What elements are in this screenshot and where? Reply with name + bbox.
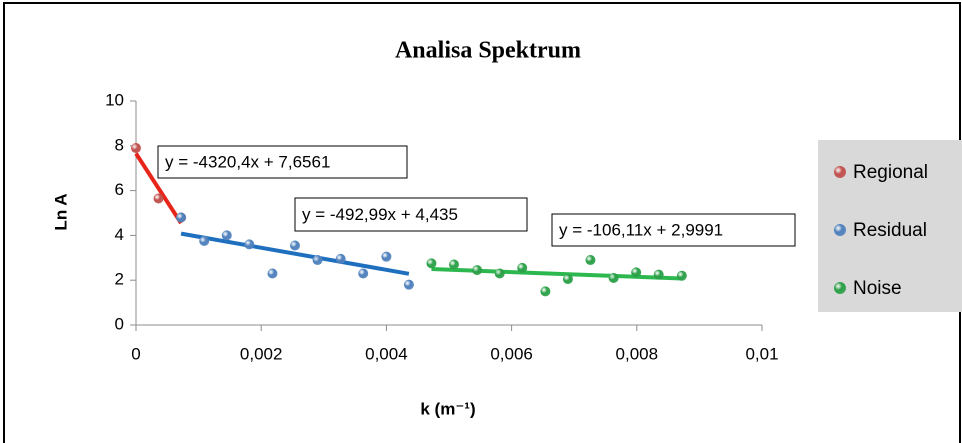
data-point — [358, 268, 369, 279]
x-axis-label: k (m⁻¹) — [420, 399, 475, 418]
x-tick-label: 0,01 — [745, 344, 778, 363]
y-tick-label: 10 — [105, 90, 124, 109]
x-tick-label: 0,004 — [365, 344, 408, 363]
legend-marker — [834, 224, 846, 236]
equation-label: y = -492,99x + 4,435 — [302, 205, 458, 224]
x-tick-label: 0 — [131, 344, 140, 363]
data-point — [290, 240, 301, 251]
y-tick-label: 8 — [115, 135, 124, 154]
data-point — [267, 268, 278, 279]
y-tick-label: 0 — [115, 314, 124, 333]
data-point — [517, 262, 528, 273]
data-point — [312, 255, 323, 266]
data-point — [381, 251, 392, 262]
equation-label: y = -4320,4x + 7,6561 — [165, 152, 330, 171]
data-point — [426, 258, 437, 269]
data-point — [540, 286, 551, 297]
data-point — [562, 274, 573, 285]
data-point — [176, 212, 187, 223]
data-point — [131, 143, 141, 154]
legend-label: Noise — [853, 278, 902, 299]
legend-marker — [834, 282, 846, 294]
equation-label: y = -106,11x + 2,9991 — [559, 220, 723, 239]
data-point — [449, 259, 460, 270]
x-tick-label: 0,002 — [240, 344, 283, 363]
data-point — [676, 270, 687, 281]
trendline — [180, 231, 410, 276]
y-tick-label: 6 — [115, 180, 124, 199]
y-axis-label: Ln A — [51, 193, 70, 230]
equation-box — [157, 145, 408, 179]
x-tick-label: 0,008 — [616, 344, 659, 363]
y-tick-label: 2 — [115, 270, 124, 289]
data-point — [585, 255, 596, 266]
chart-title: Analisa Spektrum — [395, 38, 581, 64]
equation-box — [551, 213, 796, 247]
data-point — [199, 236, 210, 246]
y-tick-label: 4 — [115, 225, 124, 244]
data-point — [631, 267, 642, 278]
data-point — [244, 239, 255, 250]
x-tick-label: 0,006 — [490, 344, 533, 363]
data-point — [494, 268, 505, 279]
legend-label: Regional — [853, 162, 928, 183]
equation-box — [294, 197, 528, 232]
data-point — [335, 253, 346, 264]
data-point — [153, 193, 164, 204]
data-point — [221, 230, 232, 241]
data-point — [472, 265, 483, 276]
legend-label: Residual — [853, 220, 927, 241]
data-point — [608, 272, 619, 283]
legend-marker — [834, 166, 846, 178]
data-point — [653, 269, 664, 280]
trendline — [134, 152, 183, 225]
data-point — [403, 279, 414, 290]
